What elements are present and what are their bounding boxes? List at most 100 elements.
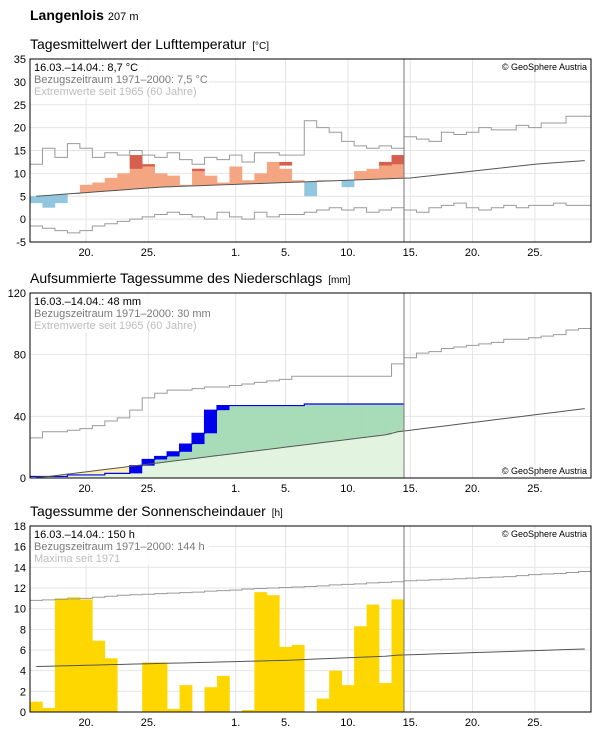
copyright-label: © GeoSphere Austria xyxy=(502,529,587,539)
precip-deficit xyxy=(104,468,118,474)
x-tick-label: 20. xyxy=(78,247,93,259)
sunshine-unit: [h] xyxy=(271,508,283,519)
warm-bar xyxy=(117,173,131,190)
precip-deficit xyxy=(54,474,68,477)
precip-surplus xyxy=(217,405,230,455)
reference-line xyxy=(36,408,585,478)
sunshine-bar xyxy=(67,597,81,712)
observed-summary: 16.03.–14.04.: 150 h xyxy=(34,529,135,541)
warm-bar xyxy=(79,184,93,193)
warm-extreme-bar xyxy=(142,164,155,167)
y-tick-label: 14 xyxy=(14,562,26,574)
precip-fill xyxy=(179,459,193,478)
y-tick-label: 0 xyxy=(20,707,26,719)
copyright-label: © GeoSphere Austria xyxy=(502,62,587,72)
precip-fill xyxy=(104,473,118,478)
y-tick-label: 120 xyxy=(8,288,26,300)
precip-surplus xyxy=(229,405,243,454)
precip-surplus xyxy=(316,404,330,443)
plot-frame xyxy=(29,292,592,479)
sunshine-bar xyxy=(179,685,193,712)
sunshine-bar xyxy=(217,675,230,712)
precip-fill xyxy=(167,461,180,478)
x-tick-label: 10. xyxy=(340,247,355,259)
x-tick-label: 5. xyxy=(281,717,290,729)
warm-bar xyxy=(142,164,155,189)
x-tick-label: 1. xyxy=(231,483,240,495)
precip-fill xyxy=(341,439,355,478)
y-tick-label: 80 xyxy=(14,350,26,362)
precip-surplus xyxy=(279,405,293,448)
precip-fill xyxy=(291,445,305,478)
warm-bar xyxy=(154,173,168,188)
temperature-title-text: Tagesmittelwert der Lufttemperatur xyxy=(30,36,247,52)
station-name: Langenlois xyxy=(30,7,104,23)
precip-fill xyxy=(92,474,106,478)
x-tick-label: 20. xyxy=(78,483,93,495)
precip-fill xyxy=(217,454,230,478)
warm-bar xyxy=(179,184,193,187)
precip-fill xyxy=(304,444,318,478)
reference-line xyxy=(36,160,585,197)
precip-surplus xyxy=(341,404,355,440)
x-tick-label: 20. xyxy=(78,717,93,729)
warm-bar xyxy=(266,161,280,183)
precip-surplus xyxy=(329,404,342,441)
precip-daily-step xyxy=(192,433,205,445)
x-tick-label: 15. xyxy=(403,483,418,495)
sunshine-bar xyxy=(341,685,355,712)
warm-bar xyxy=(354,171,367,180)
x-tick-label: 25. xyxy=(141,717,156,729)
extremes-note: Extremwerte seit 1965 (60 Jahre) xyxy=(34,86,197,98)
y-tick-label: 20 xyxy=(14,123,26,135)
precip-fill xyxy=(142,464,155,478)
precip-fill xyxy=(329,441,342,478)
precip-deficit xyxy=(117,467,131,474)
sunshine-bar xyxy=(92,640,106,712)
sunshine-bar xyxy=(42,707,56,712)
precip-fill xyxy=(79,474,93,478)
y-tick-label: 0 xyxy=(20,473,26,485)
sunshine-title-text: Tagessumme der Sonnenscheindauer xyxy=(30,503,266,519)
precip-deficit xyxy=(67,473,81,475)
reference-summary: Bezugszeitraum 1971–2000: 7,5 °C xyxy=(34,74,208,86)
y-tick-label: 12 xyxy=(14,583,26,595)
x-tick-label: 5. xyxy=(281,483,290,495)
copyright-label: © GeoSphere Austria xyxy=(502,466,587,476)
warm-bar xyxy=(279,168,293,183)
precip-fill xyxy=(154,462,168,478)
sunshine-bar xyxy=(391,599,405,712)
precip-fill xyxy=(42,476,56,478)
x-tick-label: 25. xyxy=(527,483,542,495)
maximum-line xyxy=(30,570,591,601)
y-tick-label: -5 xyxy=(16,237,26,249)
precip-surplus xyxy=(291,405,305,446)
y-tick-label: 40 xyxy=(14,411,26,423)
precip-daily-step xyxy=(167,451,180,457)
warm-bar xyxy=(241,180,255,184)
precip-daily-step xyxy=(154,456,168,460)
warm-bar xyxy=(167,175,180,187)
sunshine-bar xyxy=(254,592,268,712)
warm-bar xyxy=(379,161,392,179)
info-box xyxy=(31,60,209,98)
warm-bar xyxy=(92,182,106,192)
precip-surplus xyxy=(354,404,367,438)
y-tick-label: 15 xyxy=(14,146,26,158)
precip-fill xyxy=(316,442,330,478)
y-tick-label: 25 xyxy=(14,100,26,112)
cold-bar xyxy=(54,194,68,204)
cold-bar xyxy=(341,180,355,188)
reference-summary: Bezugszeitraum 1971–2000: 30 mm xyxy=(34,308,211,320)
y-tick-label: 8 xyxy=(20,624,26,636)
reference-summary: Bezugszeitraum 1971–2000: 144 h xyxy=(34,541,205,553)
sunshine-chart xyxy=(29,525,592,713)
y-tick-label: 16 xyxy=(14,542,26,554)
precip-fill xyxy=(379,434,392,478)
precipitation-title-text: Aufsummierte Tagessumme des Niederschlag… xyxy=(30,270,323,286)
precip-fill xyxy=(391,431,405,478)
y-tick-label: 0 xyxy=(20,214,26,226)
sunshine-bar xyxy=(241,709,255,712)
sunshine-bar xyxy=(354,626,367,712)
